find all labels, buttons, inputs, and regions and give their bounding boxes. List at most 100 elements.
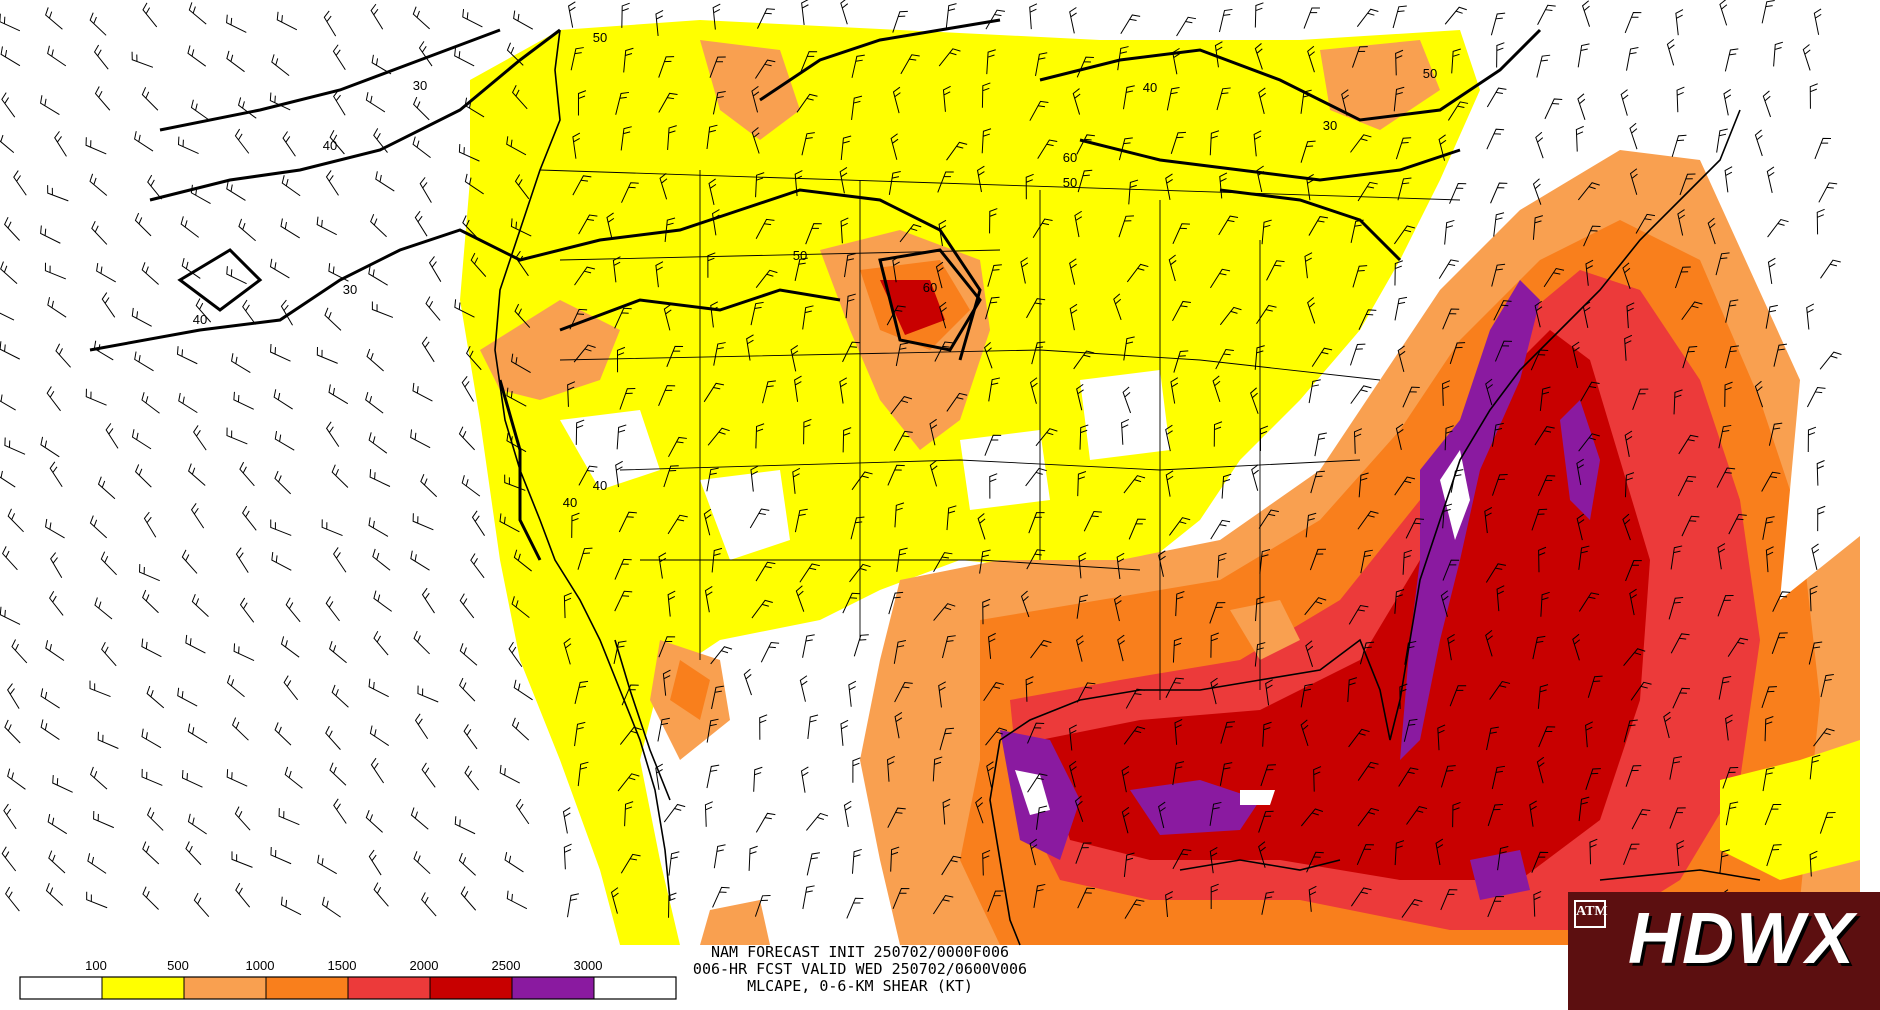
contour-label: 30	[342, 282, 358, 297]
wind-barb	[942, 85, 951, 112]
wind-barb	[142, 886, 159, 910]
wind-barb	[1491, 263, 1506, 287]
wind-barb	[462, 8, 483, 28]
wind-barb	[131, 51, 154, 68]
wind-barb	[1534, 300, 1543, 328]
wind-barb	[1031, 341, 1046, 365]
wind-barb	[1358, 472, 1369, 498]
wind-barb	[1351, 46, 1368, 68]
wind-barb	[1311, 347, 1333, 367]
wind-barb	[1814, 137, 1831, 160]
wind-barb	[1632, 388, 1649, 410]
wind-barb	[93, 810, 114, 829]
color-legend	[19, 976, 677, 1000]
wind-barb	[323, 10, 337, 37]
wind-barb	[755, 561, 776, 582]
wind-barb	[176, 346, 198, 365]
wind-barb	[1676, 86, 1685, 113]
wind-barb	[1394, 296, 1408, 321]
wind-barb	[269, 92, 291, 111]
wind-barb	[1724, 48, 1739, 72]
wind-barb	[1669, 756, 1682, 780]
wind-barb	[1220, 721, 1235, 744]
wind-barb	[1764, 803, 1782, 826]
wind-barb	[794, 375, 802, 402]
wind-barb	[282, 131, 296, 157]
wind-barb	[375, 171, 395, 192]
wind-barb	[511, 85, 528, 110]
wind-barb	[663, 803, 686, 823]
wind-barb	[1026, 549, 1046, 570]
wind-barb	[1450, 469, 1464, 493]
wind-barb	[1403, 718, 1418, 742]
wind-barb	[280, 218, 300, 239]
contour-label: 60	[922, 280, 938, 295]
wind-barb	[935, 261, 944, 289]
wind-barb	[134, 351, 154, 372]
wind-barb	[47, 813, 68, 835]
wind-barb	[1258, 810, 1274, 833]
wind-barb	[511, 717, 530, 741]
wind-barb	[141, 768, 163, 786]
wind-barb	[1250, 387, 1259, 414]
wind-barb	[410, 550, 430, 571]
wind-barb	[1668, 597, 1684, 620]
wind-barb	[499, 513, 520, 533]
wind-barb	[1529, 800, 1537, 827]
wind-barb	[1358, 309, 1377, 330]
wind-barb	[890, 846, 900, 872]
wind-barb	[1486, 726, 1499, 751]
wind-barb	[369, 469, 391, 487]
wind-barb	[1300, 808, 1324, 827]
wind-barb	[1761, 0, 1775, 24]
wind-barb	[235, 547, 249, 573]
wind-barb	[7, 508, 24, 533]
wind-barb	[471, 510, 485, 536]
wind-barb	[1307, 45, 1315, 73]
wind-barb	[1258, 841, 1266, 868]
wind-barb	[1165, 424, 1173, 452]
wind-barb	[610, 887, 619, 914]
wind-barb	[801, 132, 815, 156]
wind-barb	[755, 218, 775, 240]
wind-barb	[465, 345, 482, 371]
wind-barb	[754, 894, 771, 917]
wind-barb	[806, 852, 820, 876]
wind-barb	[938, 48, 961, 67]
wind-barb	[988, 377, 1001, 402]
wind-barb	[844, 253, 856, 278]
wind-barb	[412, 6, 430, 30]
wind-barb	[1442, 503, 1453, 529]
wind-barb	[1124, 899, 1145, 919]
wind-barb	[1626, 47, 1639, 71]
wind-barb	[285, 597, 301, 623]
wind-barb	[233, 391, 254, 410]
wind-barb	[1076, 56, 1094, 78]
wind-barb	[574, 680, 589, 705]
wind-barb	[1405, 518, 1425, 539]
wind-barb	[886, 755, 895, 782]
wind-barb	[190, 184, 211, 204]
wind-barb	[1158, 801, 1166, 829]
wind-barb	[890, 396, 913, 415]
wind-barb	[1026, 298, 1046, 319]
wind-barb	[45, 7, 63, 30]
wind-barb	[1670, 633, 1690, 654]
wind-barb	[1486, 87, 1507, 108]
wind-barb	[11, 639, 28, 664]
wind-barb	[574, 266, 596, 286]
wind-barb	[412, 382, 433, 402]
wind-barb	[1771, 632, 1788, 654]
wind-barb	[410, 429, 431, 449]
wind-barb	[1719, 849, 1730, 874]
wind-barb	[235, 882, 251, 908]
wind-barb	[942, 798, 951, 825]
wind-barb	[621, 182, 639, 203]
wind-barb	[1209, 801, 1222, 826]
wind-barb	[1314, 432, 1327, 457]
wind-barb	[1585, 721, 1593, 748]
wind-barb	[1578, 592, 1600, 612]
wind-barb	[1762, 516, 1775, 540]
wind-barb	[1487, 804, 1503, 827]
wind-barb	[1357, 807, 1380, 827]
